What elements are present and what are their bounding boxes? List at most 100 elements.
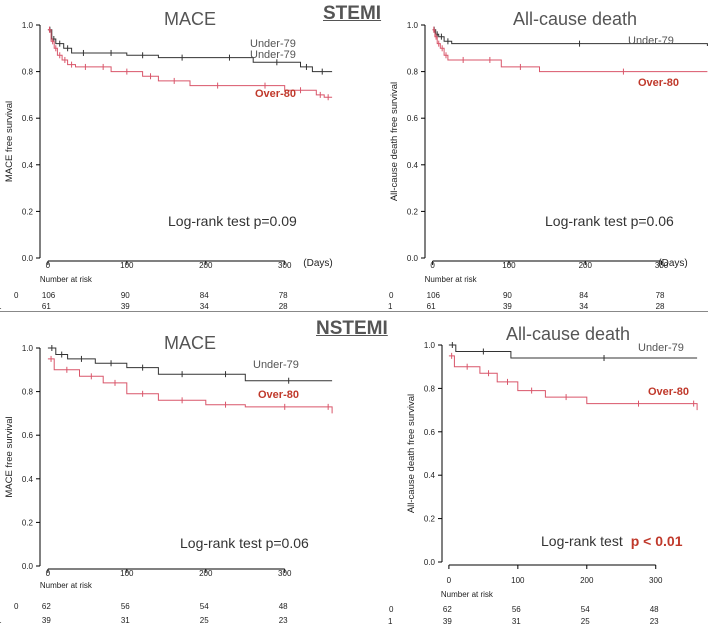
- risk-group-label: 1: [0, 302, 2, 311]
- x-tick-label: 100: [502, 261, 516, 270]
- risk-value: 34: [579, 302, 588, 311]
- y-tick-label: 1.0: [424, 341, 436, 350]
- x-axis-label: (Days): [658, 258, 687, 269]
- risk-value: 56: [121, 602, 130, 611]
- risk-group-label: 0: [389, 291, 394, 300]
- risk-value: 90: [121, 291, 130, 300]
- risk-group-label: 1: [0, 616, 2, 625]
- x-axis-label: (Days): [303, 258, 332, 269]
- risk-value: 31: [512, 617, 521, 626]
- risk-value: 90: [503, 291, 512, 300]
- y-tick-label: 0.4: [424, 471, 436, 480]
- risk-value: 56: [512, 605, 521, 614]
- risk-value: 23: [650, 617, 659, 626]
- y-tick-label: 0.8: [22, 388, 34, 397]
- series-line-over-80: [448, 355, 698, 411]
- risk-value: 39: [42, 616, 51, 625]
- y-tick-label: 1.0: [407, 21, 419, 30]
- risk-value: 62: [42, 602, 51, 611]
- chart-title: All-cause death: [506, 324, 630, 344]
- y-axis-label: MACE free survival: [4, 101, 15, 182]
- series-label-under-79: Under-79: [250, 49, 296, 61]
- x-tick-label: 100: [511, 576, 525, 585]
- section-divider: [0, 311, 708, 312]
- x-tick-label: 300: [649, 576, 663, 585]
- x-tick-label: 300: [278, 261, 292, 270]
- km-panel-3: 0.0 0.2 0.4 0.6 0.8 1.0 0 100 200 300 MACE MACE fre…: [0, 333, 333, 625]
- logrank-annotation: Log-rank test p=0.09: [168, 213, 297, 229]
- series-label-over-80: Over-80: [258, 389, 299, 401]
- x-tick-label: 0: [447, 576, 452, 585]
- y-axis-label: MACE free survival: [4, 416, 15, 497]
- y-tick-label: 0.6: [22, 114, 34, 123]
- series-label-under-79: Under-79: [638, 342, 684, 354]
- logrank-text: Log-rank test: [541, 533, 623, 549]
- x-tick-label: 0: [430, 261, 435, 270]
- y-tick-label: 0.2: [22, 518, 34, 527]
- risk-value: 84: [200, 291, 209, 300]
- risk-value: 39: [503, 302, 512, 311]
- risk-table-header: Number at risk: [441, 590, 494, 599]
- risk-value: 62: [443, 605, 452, 614]
- chart-title: All-cause death: [513, 9, 637, 29]
- y-tick-label: 0.0: [22, 562, 34, 571]
- y-axis-label: All-cause death free survival: [406, 394, 417, 513]
- risk-table-header: Number at risk: [425, 275, 478, 284]
- risk-value: 39: [121, 302, 130, 311]
- risk-value: 54: [581, 605, 590, 614]
- x-tick-label: 300: [655, 261, 669, 270]
- series-label-under-79: Under-79: [250, 38, 296, 50]
- x-tick-label: 300: [278, 569, 292, 578]
- km-panel-2: 0.0 0.2 0.4 0.6 0.8 1.0 0 100 200 300 All-cause de…: [388, 9, 708, 311]
- risk-value: 28: [279, 302, 288, 311]
- x-tick-label: 200: [199, 569, 213, 578]
- risk-value: 39: [443, 617, 452, 626]
- y-axis-label: All-cause death free survival: [389, 82, 400, 201]
- x-tick-label: 0: [46, 261, 51, 270]
- logrank-text: Log-rank test p=0.06: [545, 213, 674, 229]
- x-tick-label: 200: [579, 261, 593, 270]
- logrank-pvalue: p < 0.01: [631, 533, 683, 549]
- y-tick-label: 0.4: [22, 161, 34, 170]
- y-tick-label: 0.6: [407, 114, 419, 123]
- y-tick-label: 0.2: [424, 515, 436, 524]
- x-tick-label: 100: [120, 569, 134, 578]
- chart-title: MACE: [164, 9, 216, 29]
- series-label-under-79: Under-79: [628, 35, 674, 47]
- y-tick-label: 0.8: [22, 68, 34, 77]
- risk-value: 61: [427, 302, 436, 311]
- y-tick-label: 0.2: [22, 207, 34, 216]
- risk-value: 48: [650, 605, 659, 614]
- km-panel-1: 0.0 0.2 0.4 0.6 0.8 1.0 0 100 200 300 MACE MACE fre…: [0, 9, 333, 311]
- series-line-under-79: [432, 29, 708, 46]
- logrank-annotation: Log-rank test p < 0.01: [541, 533, 683, 549]
- risk-group-label: 1: [388, 617, 393, 626]
- y-tick-label: 0.4: [22, 475, 34, 484]
- series-label-over-80: Over-80: [648, 386, 689, 398]
- x-tick-label: 100: [120, 261, 134, 270]
- risk-value: 31: [121, 616, 130, 625]
- section-title-stemi: STEMI: [323, 3, 382, 24]
- risk-value: 25: [200, 616, 209, 625]
- y-tick-label: 0.8: [424, 384, 436, 393]
- risk-group-label: 0: [14, 602, 19, 611]
- risk-value: 106: [42, 291, 56, 300]
- risk-table-header: Number at risk: [40, 581, 93, 590]
- logrank-annotation: Log-rank test p=0.06: [545, 213, 674, 229]
- y-tick-label: 0.6: [22, 431, 34, 440]
- y-tick-label: 1.0: [22, 21, 34, 30]
- risk-value: 25: [581, 617, 590, 626]
- risk-table-header: Number at risk: [40, 275, 93, 284]
- series-label-over-80: Over-80: [638, 77, 679, 89]
- risk-value: 28: [656, 302, 665, 311]
- y-tick-label: 0.0: [424, 558, 436, 567]
- section-title-nstemi: NSTEMI: [316, 318, 388, 339]
- km-panel-4: 0.0 0.2 0.4 0.6 0.8 1.0 0 100 200 300 All-cause de…: [388, 324, 698, 626]
- risk-value: 106: [427, 291, 441, 300]
- risk-group-label: 0: [14, 291, 19, 300]
- x-tick-label: 0: [46, 569, 51, 578]
- risk-group-label: 0: [389, 605, 394, 614]
- x-tick-label: 200: [580, 576, 594, 585]
- risk-value: 54: [200, 602, 209, 611]
- risk-value: 78: [656, 291, 665, 300]
